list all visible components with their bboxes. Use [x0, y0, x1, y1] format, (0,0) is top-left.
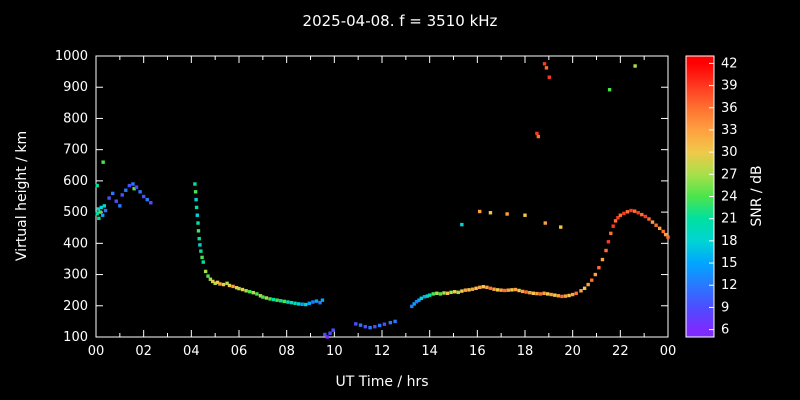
svg-text:200: 200	[63, 299, 88, 314]
svg-text:300: 300	[63, 268, 88, 283]
svg-text:27: 27	[721, 167, 738, 182]
svg-text:08: 08	[278, 344, 295, 359]
svg-text:04: 04	[183, 344, 200, 359]
svg-text:400: 400	[63, 236, 88, 251]
svg-text:16: 16	[469, 344, 486, 359]
svg-text:21: 21	[721, 212, 738, 227]
svg-text:6: 6	[721, 323, 729, 338]
svg-text:12: 12	[374, 344, 391, 359]
svg-text:100: 100	[63, 330, 88, 345]
svg-text:00: 00	[88, 344, 105, 359]
svg-text:33: 33	[721, 123, 738, 138]
chart-title: 2025-04-08. f = 3510 kHz	[302, 12, 498, 30]
svg-text:1000: 1000	[55, 49, 88, 64]
x-axis-label: UT Time / hrs	[335, 374, 429, 390]
svg-text:18: 18	[517, 344, 534, 359]
svg-text:06: 06	[231, 344, 248, 359]
svg-text:600: 600	[63, 174, 88, 189]
svg-text:12: 12	[721, 278, 738, 293]
svg-text:02: 02	[135, 344, 152, 359]
svg-text:36: 36	[721, 101, 738, 116]
svg-text:15: 15	[721, 256, 738, 271]
svg-text:42: 42	[721, 56, 738, 71]
svg-text:900: 900	[63, 80, 88, 95]
svg-text:10: 10	[326, 344, 343, 359]
svg-text:700: 700	[63, 143, 88, 158]
svg-text:39: 39	[721, 79, 738, 94]
svg-text:20: 20	[564, 344, 581, 359]
svg-text:9: 9	[721, 300, 729, 315]
svg-text:00: 00	[660, 344, 677, 359]
svg-text:30: 30	[721, 145, 738, 160]
svg-text:800: 800	[63, 111, 88, 126]
svg-text:18: 18	[721, 234, 738, 249]
svg-text:500: 500	[63, 205, 88, 220]
svg-text:22: 22	[612, 344, 629, 359]
svg-text:14: 14	[421, 344, 438, 359]
svg-text:24: 24	[721, 190, 738, 205]
